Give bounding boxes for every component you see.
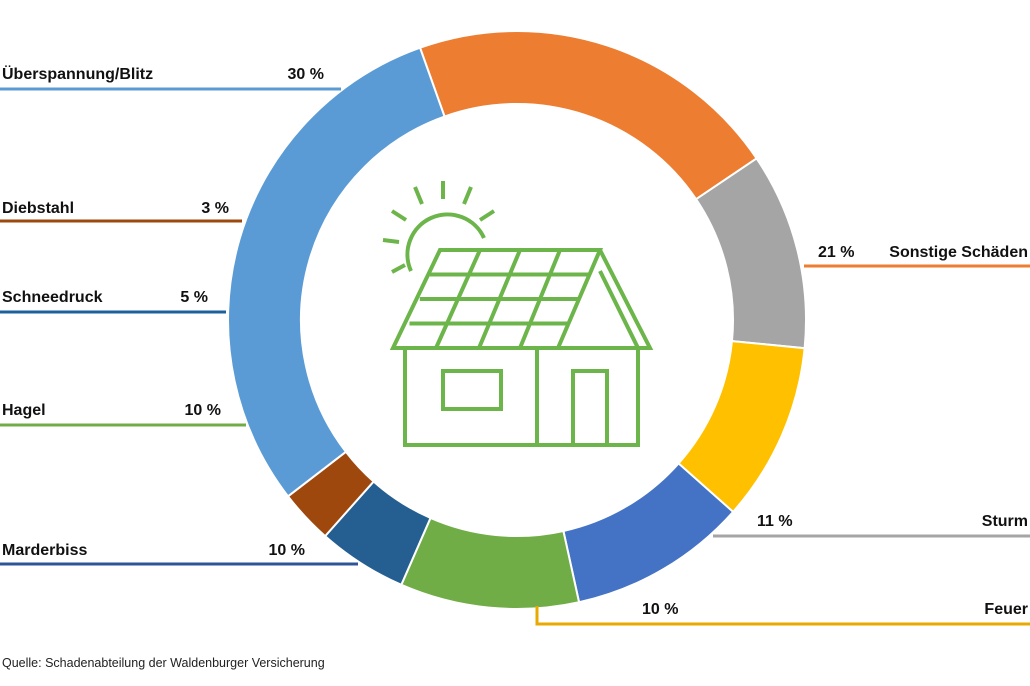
source-note: Quelle: Schadenabteilung der Waldenburge… — [2, 656, 325, 670]
label-sturm-value: 11 % — [757, 513, 793, 530]
label-sonstige-name: Sonstige Schäden — [889, 244, 1028, 261]
house-wall-icon — [403, 346, 640, 447]
house-door-icon — [571, 369, 609, 447]
house-solar-icon — [382, 181, 654, 447]
label-schneedruck-name: Schneedruck — [2, 289, 103, 306]
label-marderbiss-name: Marderbiss — [2, 542, 87, 559]
label-diebstahl-name: Diebstahl — [2, 200, 74, 217]
label-diebstahl-value: 3 % — [201, 200, 229, 217]
label-sonstige-value: 21 % — [818, 244, 854, 261]
label-schneedruck-value: 5 % — [180, 289, 208, 306]
solar-roof-icon — [389, 248, 604, 350]
label-sturm-name: Sturm — [982, 513, 1028, 530]
label-marderbiss-value: 10 % — [269, 542, 305, 559]
label-hagel-name: Hagel — [2, 402, 46, 419]
slice-hagel — [399, 516, 581, 610]
leader-line-feuer — [535, 606, 1030, 626]
leader-lines — [0, 87, 1030, 626]
slice-sonstige — [418, 30, 758, 201]
label-ueberspannung-name: Überspannung/Blitz — [2, 64, 153, 83]
label-feuer-name: Feuer — [984, 601, 1028, 618]
donut-slices — [227, 30, 807, 610]
label-feuer-value: 10 % — [642, 601, 678, 618]
label-ueberspannung-value: 30 % — [288, 66, 324, 83]
house-window-icon — [441, 369, 503, 411]
sun-icon — [382, 181, 496, 274]
slice-ueberspannung — [227, 46, 446, 498]
label-hagel-value: 10 % — [185, 402, 221, 419]
